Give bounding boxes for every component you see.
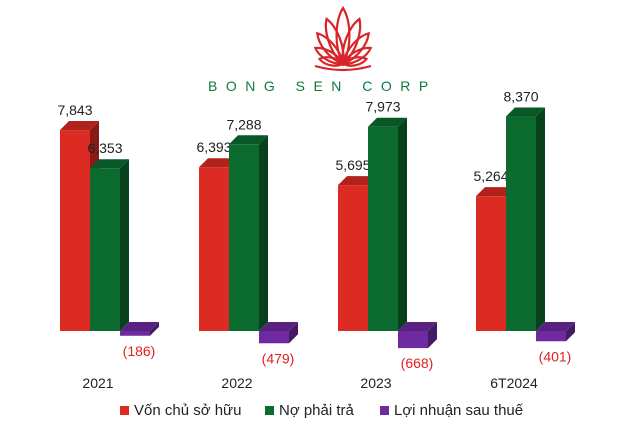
data-label-2022-s3: (479) [262, 350, 295, 366]
data-label-6T2024-s2: 8,370 [503, 89, 538, 105]
legend-label: Vốn chủ sở hữu [134, 402, 241, 419]
logo-text: BONG SEN CORP [208, 78, 437, 94]
data-label-6T2024-s3: (401) [539, 348, 572, 364]
legend-label: Nợ phải trả [279, 402, 355, 419]
lotus-icon [313, 5, 373, 72]
bar-2021-s3 [120, 322, 159, 336]
x-tick-label: 2023 [360, 375, 391, 391]
bar-2023-s3 [398, 322, 437, 349]
data-label-2023-s1: 5,695 [335, 157, 370, 173]
legend-label: Lợi nhuận sau thuế [394, 402, 524, 419]
legend-item: Vốn chủ sở hữu [120, 402, 241, 419]
bar-2022-s2 [229, 135, 268, 331]
legend-swatch [265, 406, 274, 415]
data-label-2021-s3: (186) [123, 343, 156, 359]
x-tick-label: 6T2024 [490, 375, 538, 391]
legend-swatch [120, 406, 129, 415]
bar-6T2024-s2 [506, 107, 545, 331]
data-label-2022-s1: 6,393 [196, 139, 231, 155]
bar-6T2024-s3 [536, 322, 575, 342]
legend-swatch [380, 406, 389, 415]
legend-item: Nợ phải trả [265, 402, 355, 419]
bar-2021-s2 [90, 159, 129, 331]
data-label-2021-s2: 6,353 [87, 140, 122, 156]
data-label-2022-s2: 7,288 [226, 116, 261, 132]
data-label-2023-s3: (668) [401, 355, 434, 371]
x-tick-label: 2021 [82, 375, 113, 391]
data-label-2021-s1: 7,843 [57, 102, 92, 118]
x-tick-label: 2022 [221, 375, 252, 391]
data-label-6T2024-s1: 5,264 [473, 168, 508, 184]
legend-item: Lợi nhuận sau thuế [380, 402, 524, 419]
bar-2022-s3 [259, 322, 298, 344]
bar-2023-s2 [368, 117, 407, 331]
data-label-2023-s2: 7,973 [365, 99, 400, 115]
